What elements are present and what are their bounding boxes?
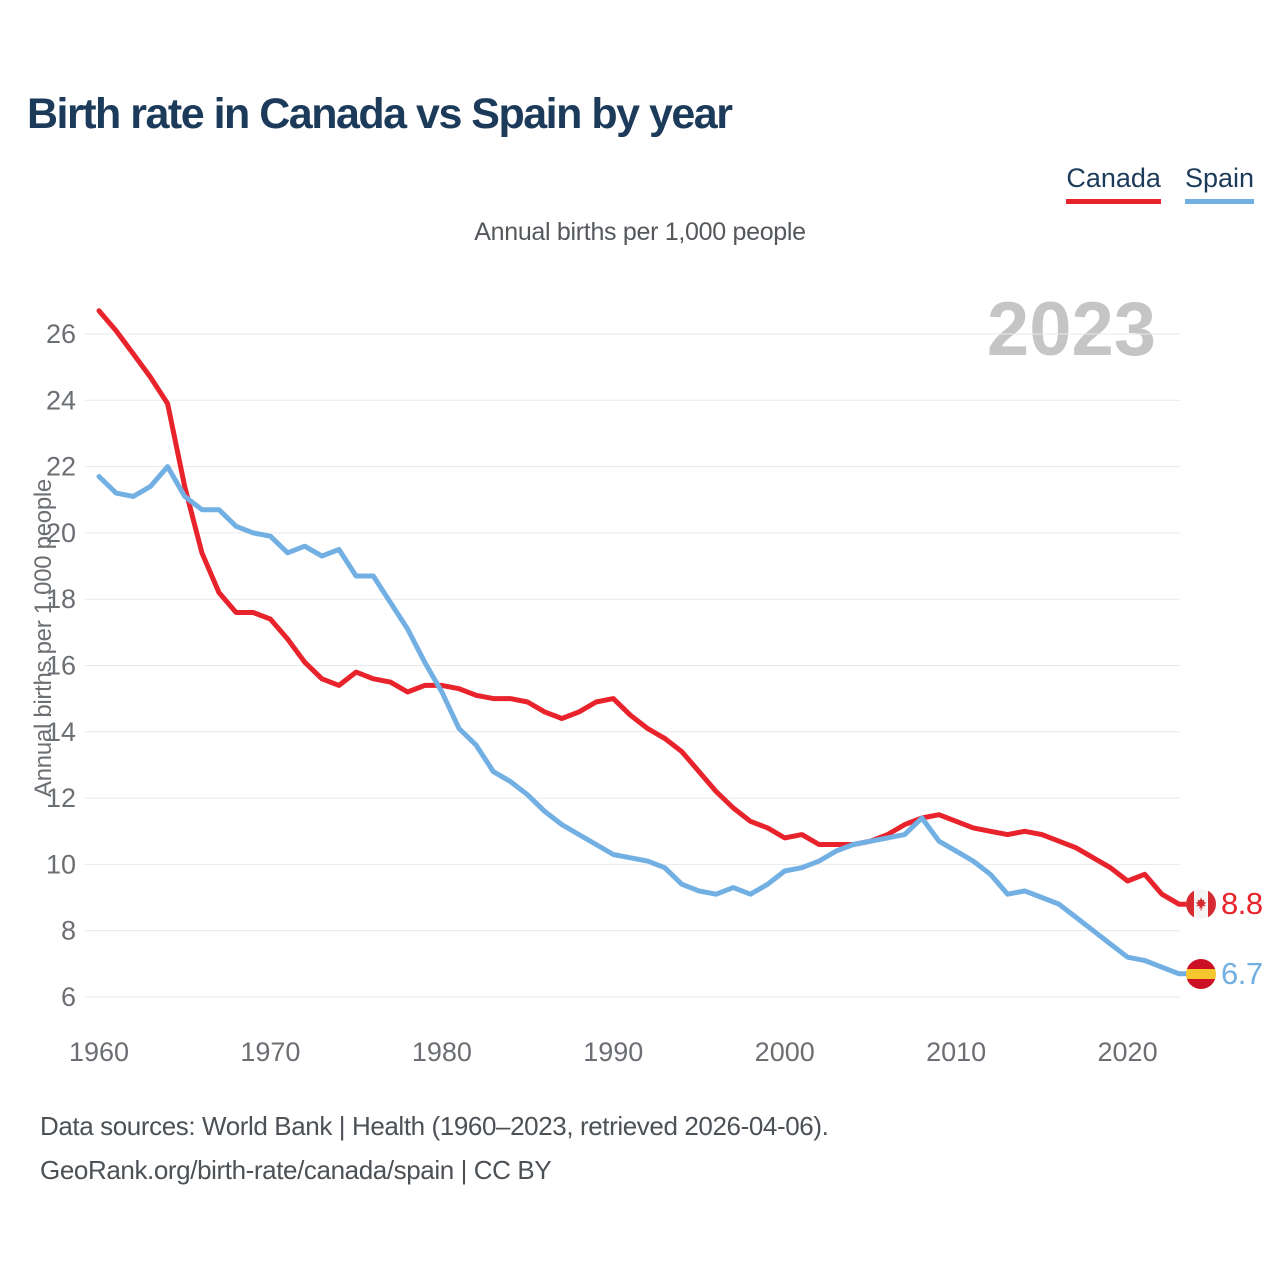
y-tick-label: 22 <box>46 452 76 482</box>
y-tick-label: 14 <box>46 717 76 747</box>
chart-subtitle: Annual births per 1,000 people <box>474 218 806 246</box>
x-tick-label: 2010 <box>926 1037 986 1067</box>
spain-flag-icon <box>1186 959 1216 989</box>
x-tick-label: 1960 <box>69 1037 129 1067</box>
series-line-spain <box>96 464 1191 977</box>
legend: Canada Spain <box>1066 163 1254 204</box>
y-tick-label: 6 <box>61 982 76 1012</box>
y-tick-label: 8 <box>61 916 76 946</box>
x-tick-label: 2000 <box>755 1037 815 1067</box>
x-tick-label: 1990 <box>583 1037 643 1067</box>
y-tick-label: 26 <box>46 319 76 349</box>
page-title: Birth rate in Canada vs Spain by year <box>27 90 733 138</box>
y-tick-label: 20 <box>46 518 76 548</box>
x-tick-label: 1980 <box>412 1037 472 1067</box>
x-tick-label: 2020 <box>1098 1037 1158 1067</box>
y-tick-label: 10 <box>46 849 76 879</box>
y-tick-label: 16 <box>46 651 76 681</box>
canada-flag-icon <box>1186 889 1216 919</box>
legend-item-spain[interactable]: Spain <box>1184 163 1254 204</box>
footer-license-line: GeoRank.org/birth-rate/canada/spain | CC… <box>40 1155 552 1185</box>
x-tick-label: 1970 <box>240 1037 300 1067</box>
footer-source-line: Data sources: World Bank | Health (1960–… <box>40 1111 829 1141</box>
watermark-year: 2023 <box>986 287 1156 372</box>
y-tick-label: 12 <box>46 783 76 813</box>
y-tick-label: 24 <box>46 385 76 415</box>
spain-end-value: 6.7 <box>1221 956 1263 991</box>
canada-end-value: 8.8 <box>1221 886 1263 921</box>
series-line-canada <box>96 308 1191 907</box>
legend-item-canada[interactable]: Canada <box>1066 163 1161 204</box>
y-tick-label: 18 <box>46 584 76 614</box>
footer: Data sources: World Bank | Health (1960–… <box>40 1104 829 1192</box>
